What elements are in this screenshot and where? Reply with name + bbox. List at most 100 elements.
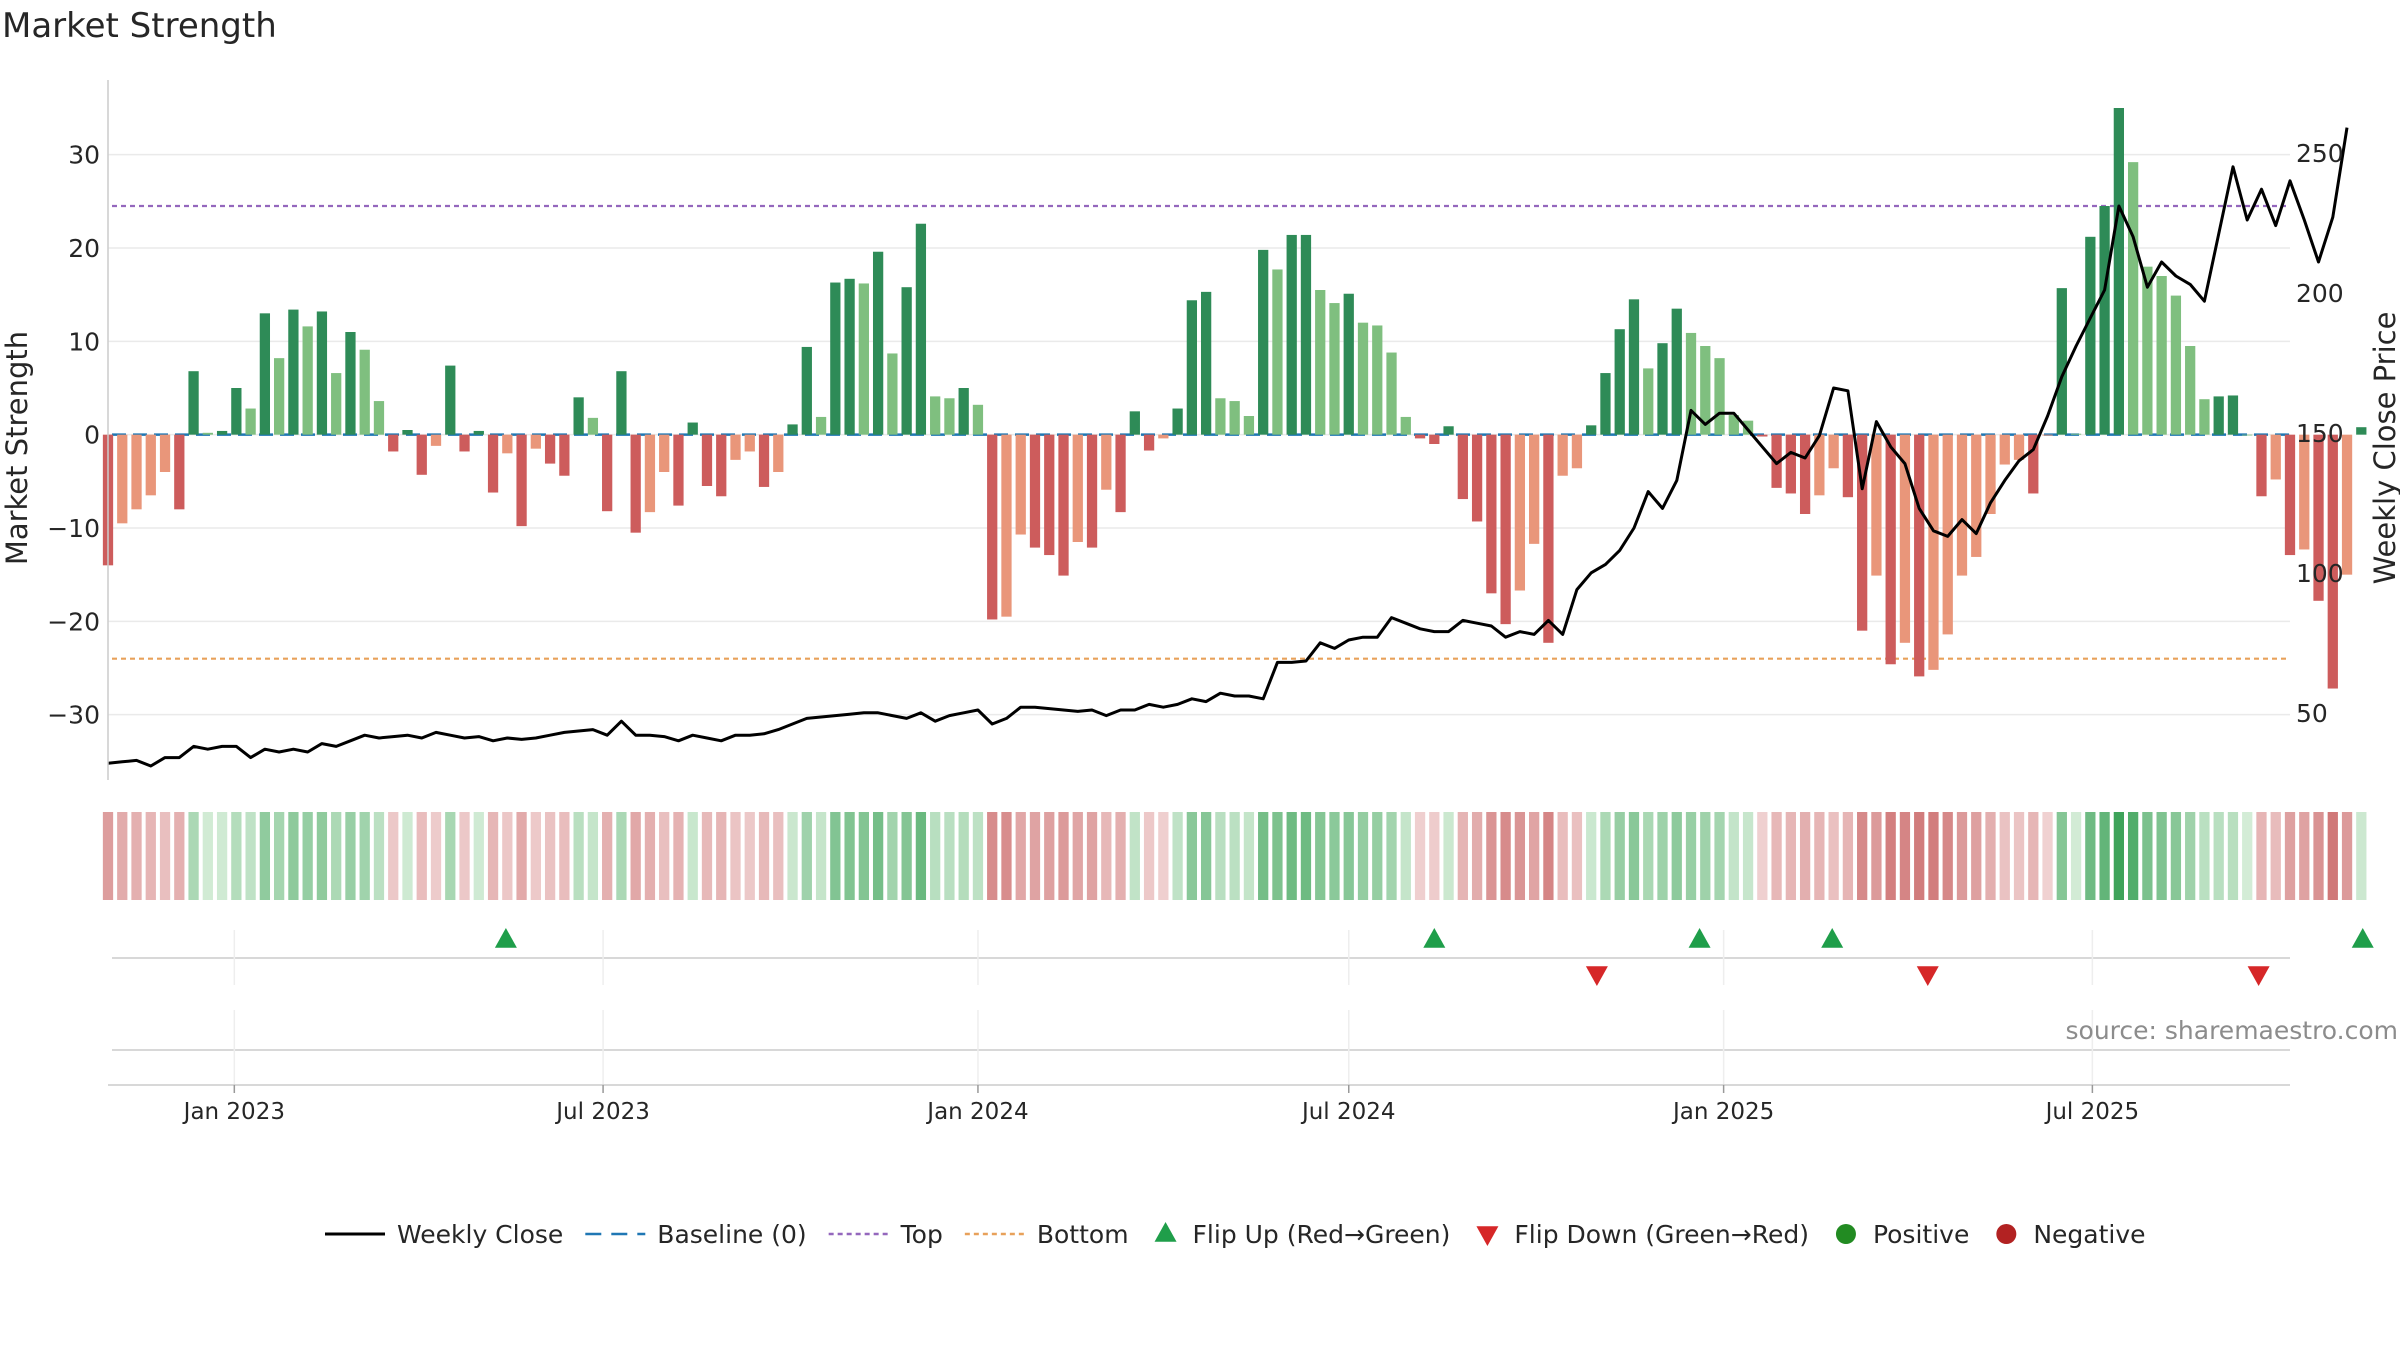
heat-cell: [659, 812, 670, 900]
strength-bar: [630, 434, 641, 533]
strength-bar: [188, 371, 199, 435]
strength-bars: [102, 108, 2367, 689]
heat-cell: [388, 812, 399, 900]
heat-cell: [1914, 812, 1925, 900]
strength-bar: [887, 353, 898, 435]
strength-bar: [1429, 434, 1440, 444]
heat-cell: [1001, 812, 1012, 900]
heat-cell: [1243, 812, 1255, 900]
strength-bar: [117, 434, 128, 524]
heat-cell: [1700, 812, 1711, 900]
heat-cell: [1029, 812, 1041, 900]
strength-bar: [944, 398, 955, 435]
strength-bar: [830, 282, 841, 435]
strength-bar: [1186, 300, 1198, 435]
legend-label-top: Top: [900, 1220, 943, 1249]
heat-cell: [1685, 812, 1697, 900]
strength-bar: [872, 251, 884, 435]
strength-bar: [1514, 434, 1526, 591]
strength-bar: [1999, 434, 2010, 465]
legend-label-positive: Positive: [1873, 1220, 1969, 1249]
strength-bar: [2170, 295, 2182, 435]
heat-cell: [1971, 812, 1982, 900]
strength-bar: [502, 434, 513, 454]
strength-bar: [2313, 434, 2324, 601]
heat-cell: [630, 812, 641, 900]
heat-cell: [815, 812, 827, 900]
heat-cell: [1443, 812, 1454, 900]
y2-tick-label: 150: [2296, 419, 2344, 448]
heat-cell: [887, 812, 898, 900]
heat-cell: [259, 812, 271, 900]
x-tick-label: Jul 2023: [554, 1099, 650, 1125]
legend-label-flip_down: Flip Down (Green→Red): [1514, 1220, 1809, 1249]
heat-cell: [1372, 812, 1383, 900]
heat-cell: [730, 812, 741, 900]
strength-bar: [858, 283, 869, 435]
heat-cell: [102, 812, 114, 900]
heat-cell: [402, 812, 413, 900]
strength-bar: [972, 404, 984, 435]
heat-cell: [1857, 812, 1868, 900]
strength-bar: [801, 346, 812, 435]
strength-bar: [1500, 434, 1511, 625]
strength-bar: [174, 434, 185, 510]
flip-down-marker: [1585, 966, 1608, 986]
legend-label-bottom: Bottom: [1037, 1220, 1129, 1249]
strength-bar: [901, 287, 912, 435]
strength-bar: [202, 432, 213, 435]
heat-cell: [2013, 812, 2025, 900]
heat-cell: [2042, 812, 2053, 900]
heat-cell: [1486, 812, 1497, 900]
heat-cell: [673, 812, 684, 900]
strength-bar: [2299, 434, 2310, 550]
strength-bar: [430, 434, 442, 446]
heat-cell: [1044, 812, 1055, 900]
flip-down-marker: [1916, 966, 1939, 986]
heat-cell: [1200, 812, 1212, 900]
strength-bar: [844, 278, 855, 435]
strength-bar: [1771, 434, 1782, 488]
strength-bar: [402, 430, 413, 435]
strength-bar: [216, 430, 228, 435]
strength-bar: [1015, 434, 1026, 535]
heat-cell: [544, 812, 556, 900]
heat-cell: [2256, 812, 2267, 900]
heat-cell: [416, 812, 427, 900]
y-tick-label: 20: [68, 234, 100, 263]
heat-cell: [2270, 812, 2281, 900]
heat-cell: [1086, 812, 1098, 900]
heat-cell: [987, 812, 998, 900]
heat-cell: [1286, 812, 1297, 900]
heat-cell: [1101, 812, 1112, 900]
strength-bar: [1258, 249, 1269, 435]
strength-bar: [2099, 206, 2110, 435]
strength-bar: [373, 401, 385, 435]
heat-cell: [1714, 812, 1725, 900]
strength-bar: [1101, 434, 1112, 490]
heat-cell: [1357, 812, 1369, 900]
strength-bar: [573, 397, 584, 435]
heat-cell: [131, 812, 142, 900]
heat-cell: [2156, 812, 2167, 900]
strength-bar: [701, 434, 713, 486]
strength-bar: [1600, 373, 1611, 435]
strength-bar: [730, 434, 741, 460]
heat-cell: [1956, 812, 1968, 900]
heat-cell: [972, 812, 984, 900]
strength-bar: [2270, 434, 2281, 480]
heat-cell: [930, 812, 941, 900]
strength-bar: [1286, 234, 1297, 435]
heat-cell: [1985, 812, 1996, 900]
heat-cell: [1643, 812, 1654, 900]
heat-cell: [587, 812, 599, 900]
heat-cell: [872, 812, 884, 900]
strength-bar: [2013, 434, 2025, 460]
heat-cell: [1129, 812, 1140, 900]
strength-bar: [1857, 434, 1868, 631]
heat-cell: [644, 812, 656, 900]
heat-cell: [1072, 812, 1083, 900]
strength-bar: [1971, 434, 1982, 557]
strength-bar: [1614, 329, 1625, 435]
strength-bar: [1700, 346, 1711, 435]
